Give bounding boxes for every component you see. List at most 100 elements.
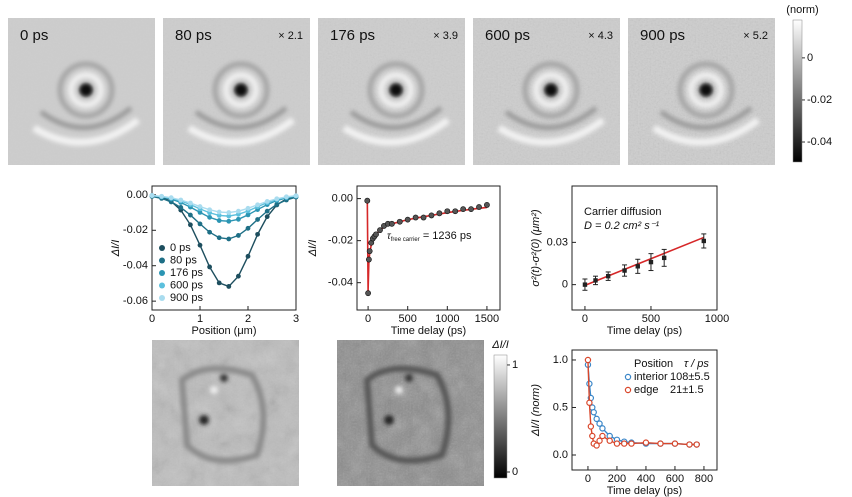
image-spot: [79, 83, 93, 97]
data-point: [622, 268, 627, 273]
data-point: [587, 423, 595, 430]
plot-frame: [151, 185, 297, 311]
image-panel: 80 ps × 2.1: [163, 18, 310, 165]
data-point: [197, 242, 203, 248]
data-point: [226, 218, 232, 224]
annotation: D = 0.2 cm² s⁻¹: [584, 220, 660, 232]
data-point: [226, 236, 232, 242]
data-point: [274, 202, 280, 207]
data-point: [388, 220, 395, 227]
colorbar-tick-label: 0: [512, 466, 518, 478]
data-point: [168, 195, 174, 201]
data-point: [412, 214, 419, 221]
legend-label: edge: [634, 384, 658, 396]
data-point: [452, 208, 459, 215]
colorbar-tick-label: -0.04: [807, 136, 832, 148]
y-axis-label: ΔI/I: [110, 240, 122, 258]
data-point: [584, 356, 592, 364]
annotation-subscript: free carrier: [391, 237, 420, 243]
data-point: [396, 218, 403, 225]
data-point: [207, 229, 213, 235]
series-line: [151, 194, 297, 288]
data-point: [188, 222, 193, 228]
data-point: [236, 273, 241, 279]
panel-label: 0 ps: [20, 27, 48, 44]
data-point: [274, 196, 280, 202]
legend-marker: [159, 270, 165, 276]
data-point: [188, 200, 193, 206]
x-tick-label: 2: [245, 313, 251, 325]
image-outline: [178, 365, 267, 464]
data-point: [197, 204, 203, 209]
data-point: [671, 440, 679, 447]
y-tick-label: 0: [562, 279, 568, 291]
legend-label: interior: [634, 371, 668, 383]
x-axis-label: Time delay (ps): [391, 325, 466, 337]
panel-scale: × 4.3: [588, 30, 613, 42]
y-tick-label: 0.0: [553, 449, 568, 461]
image-spot: [220, 374, 228, 382]
data-point: [373, 231, 379, 238]
data-point: [207, 207, 213, 213]
legend-label: 0 ps: [170, 242, 191, 254]
data-point: [686, 441, 693, 448]
colorbar-title: ΔI/I: [491, 339, 509, 351]
image-panel: 600 ps × 4.3: [473, 18, 620, 165]
data-point: [635, 264, 640, 269]
colorbar-tick-label: 0: [807, 52, 813, 64]
data-point: [236, 233, 241, 238]
data-point: [216, 218, 222, 223]
data-point: [255, 231, 260, 237]
data-point: [365, 256, 372, 263]
annotation-symbol: τ: [387, 231, 392, 242]
data-point: [599, 432, 606, 440]
data-point: [159, 193, 165, 199]
image-panel: 176 ps × 3.9: [318, 18, 465, 165]
legend-label: 900 ps: [170, 292, 204, 304]
legend-title: Position: [634, 358, 673, 370]
data-point: [444, 208, 451, 215]
image-ring: [367, 61, 425, 119]
data-point: [657, 440, 664, 447]
data-point: [621, 440, 628, 447]
data-point: [178, 197, 184, 203]
data-point: [197, 221, 203, 227]
colorbar: [493, 354, 508, 479]
y-tick-label: -0.02: [328, 235, 353, 247]
image-spot: [234, 83, 248, 97]
panel-scale: × 2.1: [278, 30, 303, 42]
data-point: [476, 204, 482, 210]
data-point: [582, 282, 588, 287]
plot-frame: [356, 185, 501, 311]
legend-label: 80 ps: [170, 254, 197, 266]
data-point: [226, 210, 232, 215]
image-ring: [68, 72, 104, 108]
data-point: [436, 210, 443, 217]
image-spot: [389, 83, 403, 97]
image-panel: [337, 340, 484, 486]
data-point: [661, 255, 667, 261]
data-point: [593, 442, 600, 449]
data-point: [255, 217, 260, 222]
data-point: [701, 238, 706, 244]
legend-marker: [624, 386, 632, 394]
x-tick-label: 1000: [705, 313, 729, 325]
data-point: [216, 280, 222, 286]
image-ring: [378, 72, 414, 108]
data-point: [245, 205, 251, 211]
data-point: [693, 441, 700, 448]
panel-label: 80 ps: [175, 27, 212, 44]
annotation-text: = 1236 ps: [420, 230, 472, 242]
data-point: [226, 213, 232, 219]
y-tick-label: 0.03: [547, 236, 568, 248]
legend-title: τ / ps: [684, 358, 709, 370]
data-point: [593, 278, 598, 283]
fit-line: [584, 236, 705, 287]
x-tick-label: 0: [582, 313, 588, 325]
annotation: τfree carrier = 1236 ps: [387, 230, 472, 243]
x-tick-label: 500: [642, 313, 660, 325]
data-point: [606, 437, 613, 444]
data-point: [197, 209, 203, 215]
data-point: [404, 216, 411, 223]
